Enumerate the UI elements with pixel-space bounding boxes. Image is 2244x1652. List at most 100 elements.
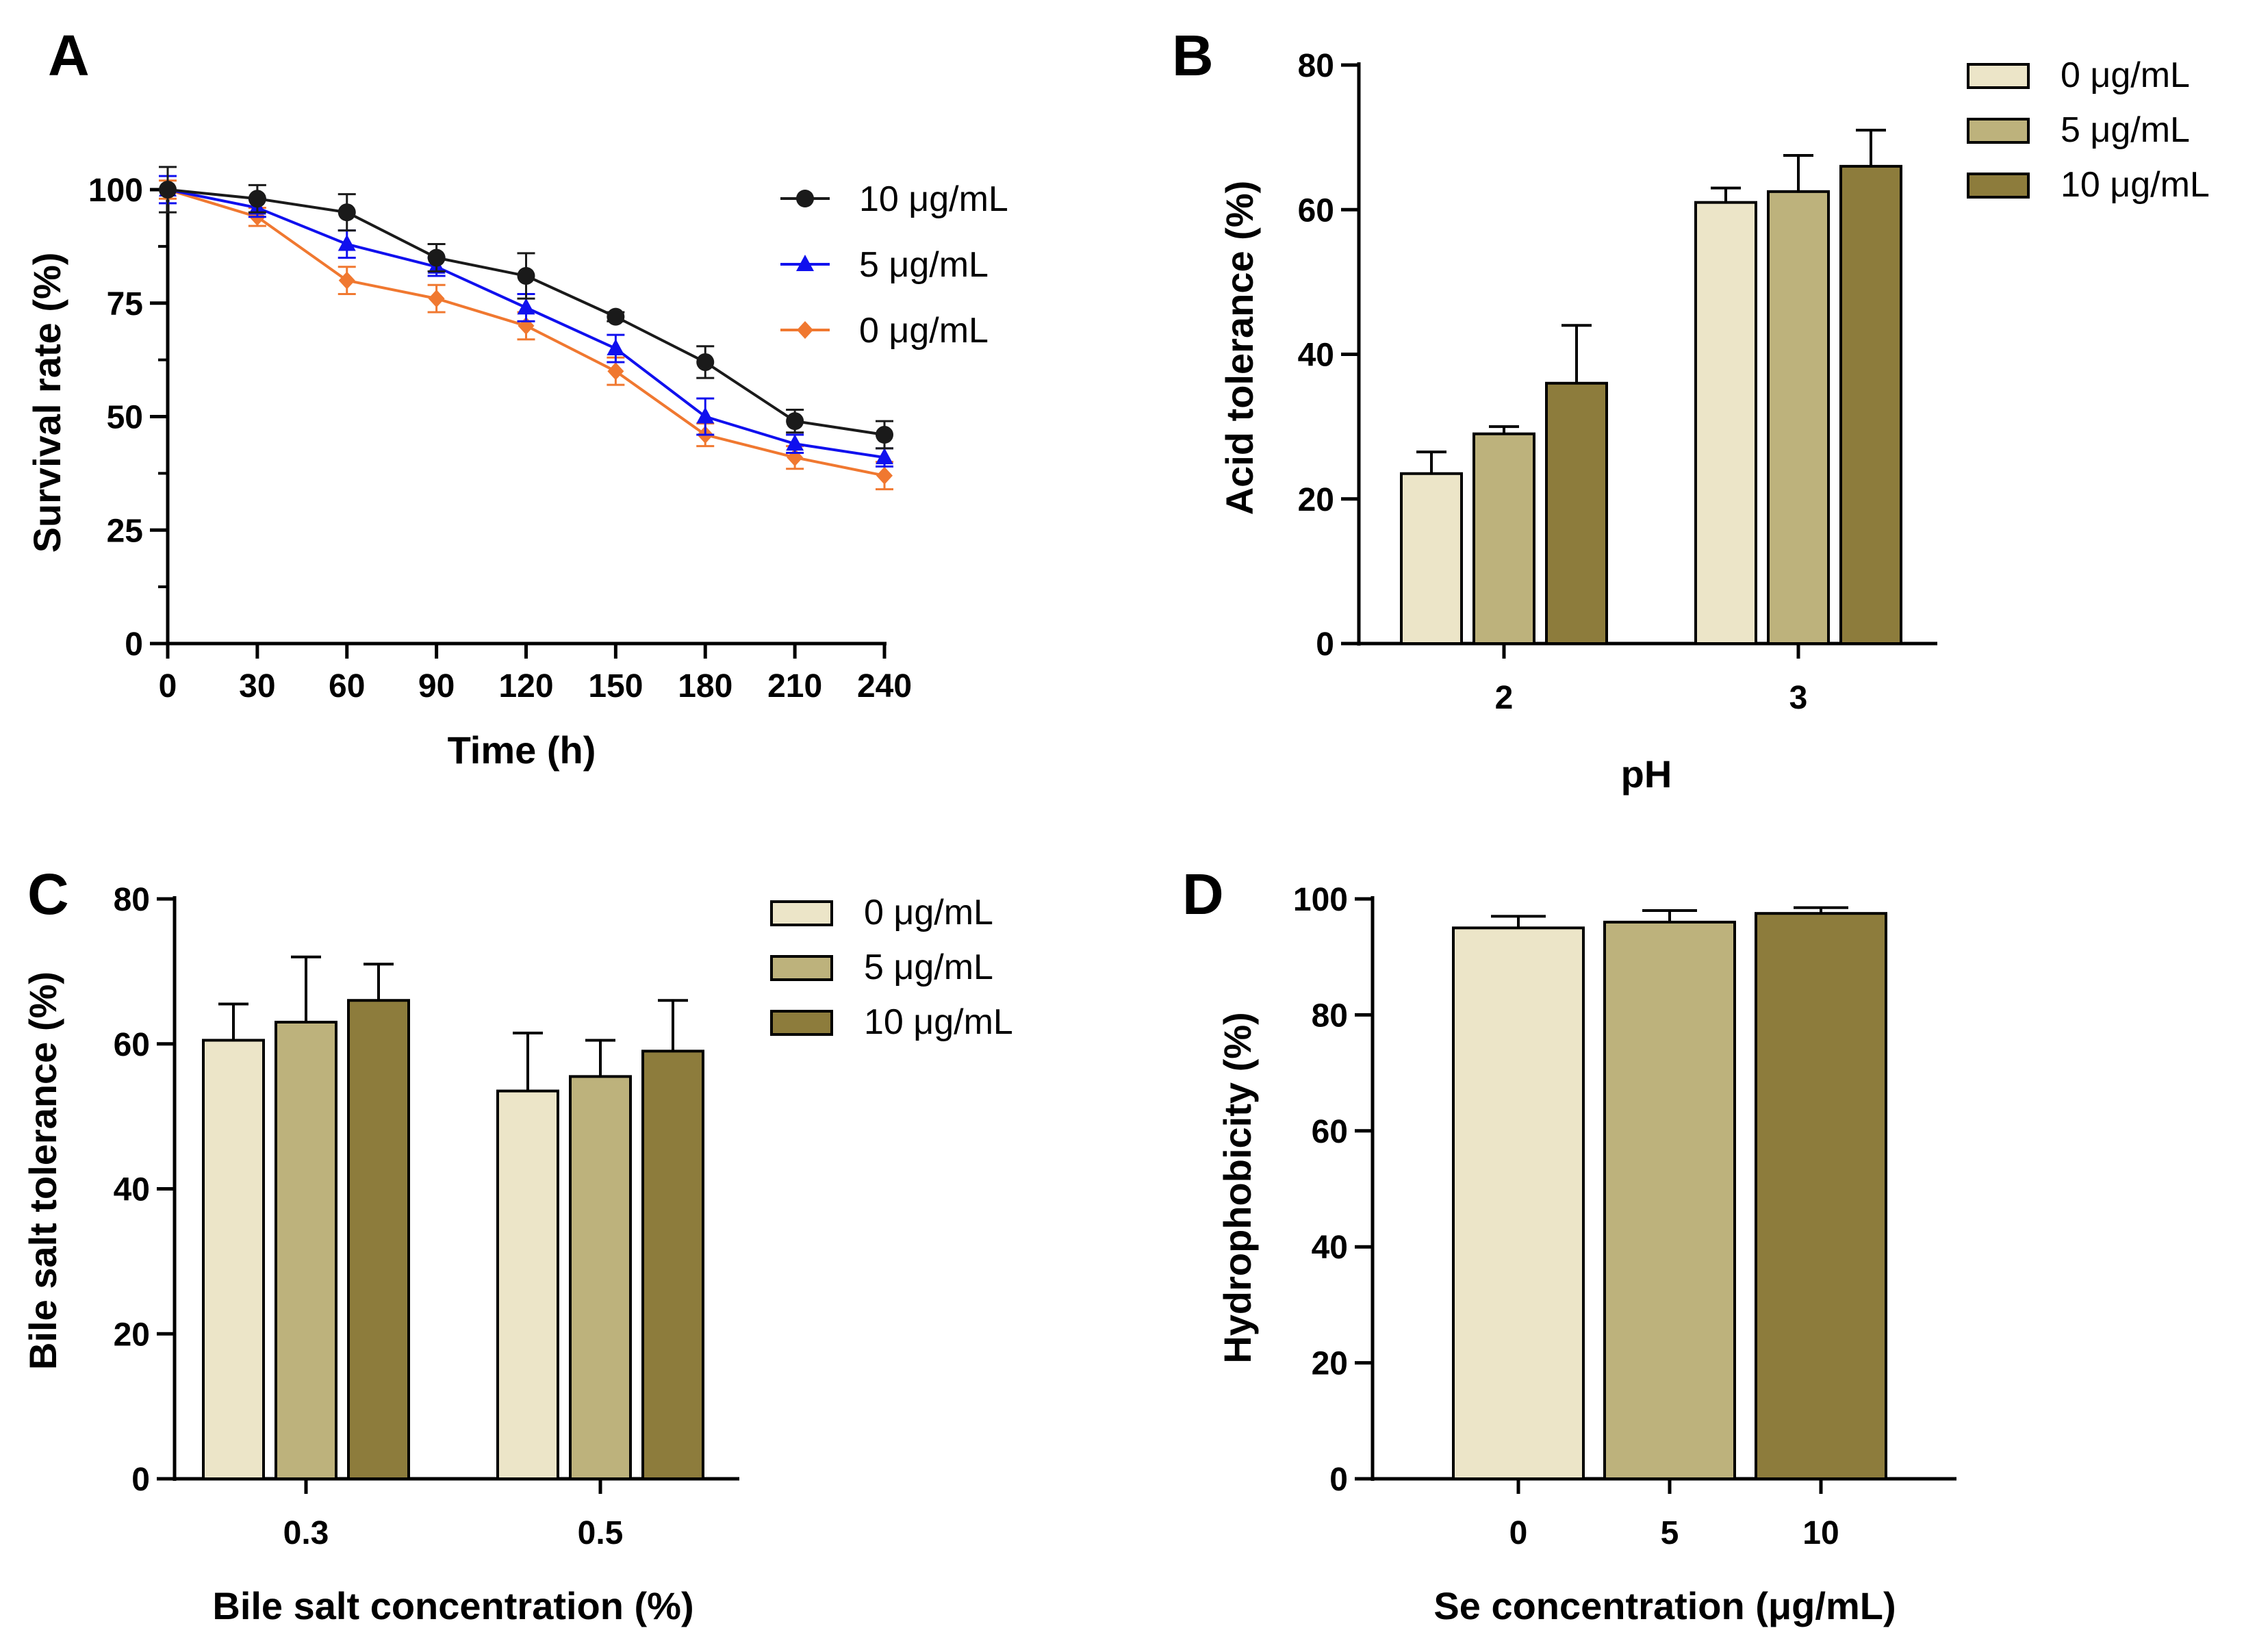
panel-b-y-tick-label: 20 <box>1298 482 1334 518</box>
panel-b-legend-label: 0 μg/mL <box>2061 55 2190 95</box>
panel-a-x-tick-label: 0 <box>159 668 177 704</box>
panel-a-legend-marker <box>797 321 813 339</box>
panel-c-legend-label: 10 μg/mL <box>864 1002 1013 1042</box>
panel-a-data-point <box>607 362 624 381</box>
panel-a-data-point <box>876 466 893 485</box>
panel-b-acid-chart: B pH Acid tolerance (%) 0 20 40 60 80 2 3 0 μg/… <box>1172 23 2210 796</box>
panel-a-data-point <box>248 190 266 208</box>
panel-b-x-tick-label: 2 <box>1495 680 1514 716</box>
panel-a-data-point <box>876 426 893 444</box>
panel-a-legend-label: 10 μg/mL <box>859 179 1008 219</box>
panel-a-data-point <box>427 249 446 267</box>
panel-d-y-tick-label: 0 <box>1329 1462 1348 1498</box>
panel-c-bar <box>569 1075 632 1481</box>
panel-d-y-tick-label: 100 <box>1293 882 1348 918</box>
panel-a-data-point <box>337 203 356 222</box>
panel-c-bar <box>202 1039 265 1481</box>
panel-a-data-point <box>338 271 355 290</box>
panel-a-series-circle <box>159 166 893 450</box>
panel-a-data-point <box>159 181 177 199</box>
panel-a-x-tick-label: 90 <box>418 668 455 704</box>
panel-a-ylabel: Survival rate (%) <box>25 253 68 553</box>
panel-c-bile-chart: C Bile salt concentration (%) Bile salt … <box>21 862 1013 1627</box>
panel-b-ylabel: Acid tolerance (%) <box>1218 181 1261 516</box>
panel-a-legend: 10 μg/mL 5 μg/mL 0 μg/mL <box>780 179 1008 351</box>
panel-a-x-tick-label: 240 <box>857 668 912 704</box>
panel-b-bar <box>1839 164 1902 645</box>
panel-a-legend-marker <box>796 190 814 207</box>
panel-c-legend-swatch <box>770 1010 833 1036</box>
panel-b-legend-swatch <box>1967 118 2030 144</box>
panel-b-letter: B <box>1172 23 1214 88</box>
panel-c-y-tick-label: 0 <box>131 1462 150 1498</box>
panel-b-bar <box>1472 432 1535 645</box>
panel-a-legend-marker <box>796 255 814 271</box>
panel-c-x-tick-label: 0.3 <box>283 1515 329 1551</box>
panel-c-bar <box>496 1089 559 1480</box>
panel-a-series-diamond <box>159 179 893 491</box>
panel-d-x-tick-label: 0 <box>1509 1515 1528 1551</box>
panel-b-x-tick-label: 3 <box>1789 680 1808 716</box>
panel-c-legend: 0 μg/mL 5 μg/mL 10 μg/mL <box>770 893 1013 1042</box>
panel-c-y-tick-label: 80 <box>114 882 150 918</box>
panel-c-ylabel: Bile salt tolerance (%) <box>21 971 64 1370</box>
panel-a-series-triangle <box>159 175 893 468</box>
panel-c-x-tick-label: 0.5 <box>578 1515 624 1551</box>
panel-b-legend-swatch <box>1967 63 2030 89</box>
panel-a-y-tick-label: 0 <box>125 626 143 663</box>
panel-b-bar <box>1545 381 1608 645</box>
panel-a-data-point <box>428 290 445 308</box>
panel-b-bar <box>1694 201 1757 645</box>
panel-d-y-tick-label: 20 <box>1312 1346 1348 1382</box>
panel-d-hydrophobicity-chart: D Se concentration (μg/mL) Hydrophobicit… <box>1182 862 1956 1627</box>
panel-a-y-tick-label: 100 <box>88 173 143 209</box>
panel-a-data-point <box>517 266 535 285</box>
panel-a-data-point <box>786 434 804 451</box>
panel-d-y-tick-label: 60 <box>1312 1114 1348 1150</box>
panel-b-legend-label: 10 μg/mL <box>2061 165 2210 205</box>
panel-a-data-point <box>696 353 715 371</box>
panel-a-x-tick-label: 30 <box>239 668 275 704</box>
panel-b-xlabel: pH <box>1621 752 1672 796</box>
panel-d-ylabel: Hydrophobicity (%) <box>1216 1012 1259 1363</box>
panel-c-xlabel: Bile salt concentration (%) <box>212 1584 693 1627</box>
panel-d-bar <box>1452 926 1585 1480</box>
panel-d-bar <box>1755 912 1887 1481</box>
panel-d-y-tick-label: 40 <box>1312 1230 1348 1266</box>
panel-d-bar <box>1603 920 1736 1480</box>
panel-c-bar <box>347 999 410 1480</box>
panel-c-y-tick-label: 40 <box>114 1172 150 1208</box>
panel-c-legend-swatch <box>770 955 833 981</box>
panel-d-y-tick-label: 80 <box>1312 997 1348 1034</box>
panel-a-survival-chart: A Time (h) Survival rate (%) 0 30 60 90 120 1… <box>25 23 1008 772</box>
panel-b-legend: 0 μg/mL 5 μg/mL 10 μg/mL <box>1967 55 2210 205</box>
panel-a-data-point <box>337 234 356 251</box>
panel-a-letter: A <box>48 23 90 88</box>
panel-a-data-point <box>517 298 535 315</box>
panel-a-x-tick-label: 120 <box>498 668 553 704</box>
panel-a-x-tick-label: 180 <box>678 668 732 704</box>
panel-a-data-point <box>786 412 804 431</box>
panel-a-x-tick-label: 150 <box>588 668 643 704</box>
panel-d-xlabel: Se concentration (μg/mL) <box>1433 1584 1896 1627</box>
panel-c-legend-label: 5 μg/mL <box>864 948 993 987</box>
panel-c-bar <box>275 1020 337 1481</box>
panel-a-y-tick-label: 50 <box>107 400 143 436</box>
panel-b-bar <box>1767 190 1830 645</box>
panel-c-legend-swatch <box>770 900 833 926</box>
panel-c-y-tick-label: 20 <box>114 1317 150 1353</box>
panel-b-y-tick-label: 80 <box>1298 48 1334 84</box>
panel-a-y-tick-label: 25 <box>107 513 143 549</box>
panel-c-letter: C <box>27 862 69 926</box>
panel-b-legend-label: 5 μg/mL <box>2061 110 2190 150</box>
panel-a-data-point <box>607 339 625 356</box>
panel-a-legend-label: 5 μg/mL <box>859 245 989 285</box>
panel-b-y-tick-label: 0 <box>1316 626 1334 663</box>
panel-a-data-point <box>607 307 625 326</box>
panel-d-x-tick-label: 10 <box>1802 1515 1839 1551</box>
panel-c-legend-label: 0 μg/mL <box>864 893 993 932</box>
panel-a-x-tick-label: 210 <box>767 668 822 704</box>
panel-d-letter: D <box>1182 862 1224 926</box>
panel-a-xlabel: Time (h) <box>448 728 596 772</box>
